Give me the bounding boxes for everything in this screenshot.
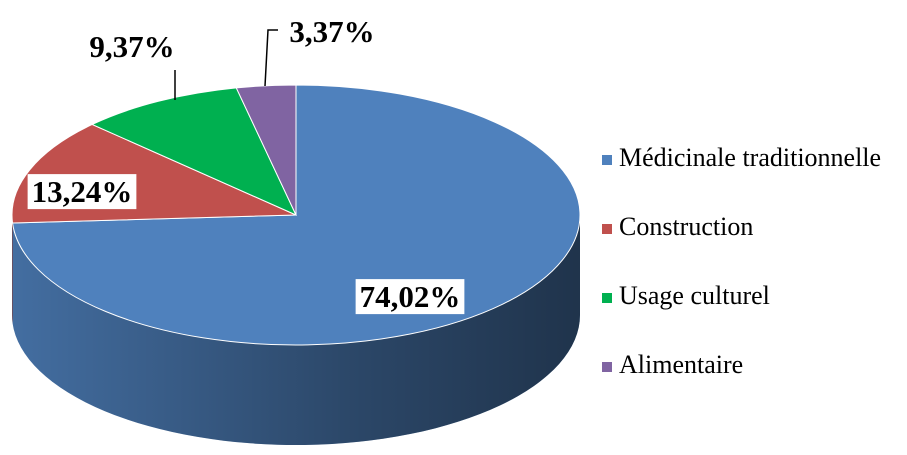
- legend-marker: [602, 362, 612, 372]
- data-label: 13,24%: [32, 174, 133, 209]
- leader-line: [264, 29, 278, 87]
- data-label: 9,37%: [89, 29, 174, 64]
- label-box: [27, 174, 137, 210]
- side-shade: [12, 215, 581, 445]
- slice: [90, 87, 298, 217]
- data-label: 3,37%: [289, 14, 374, 49]
- legend-label: Usage culturel: [619, 281, 770, 310]
- legend-marker: [602, 155, 612, 165]
- legend-marker: [602, 224, 612, 234]
- side-shade: [12, 215, 13, 323]
- legend-label: Alimentaire: [619, 350, 743, 379]
- label-box: [355, 279, 465, 315]
- data-label: 74,02%: [360, 279, 461, 314]
- legend-marker: [602, 293, 612, 303]
- legend-label: Médicinale traditionnelle: [619, 143, 881, 172]
- slice: [235, 84, 297, 216]
- legend-label: Construction: [619, 212, 753, 241]
